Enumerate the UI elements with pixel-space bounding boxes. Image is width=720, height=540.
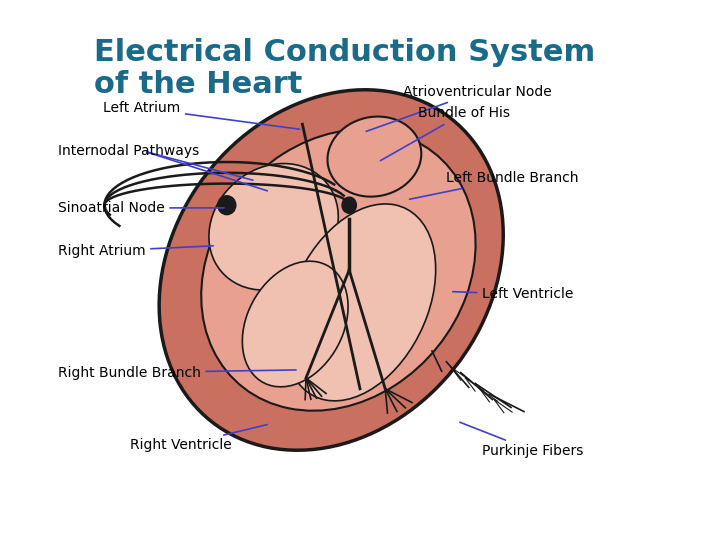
- Ellipse shape: [284, 204, 436, 401]
- Text: Sinoatrial Node: Sinoatrial Node: [58, 201, 224, 215]
- Text: Atrioventricular Node: Atrioventricular Node: [366, 85, 552, 131]
- Ellipse shape: [201, 129, 476, 411]
- Text: Right Atrium: Right Atrium: [58, 244, 213, 258]
- Text: Right Bundle Branch: Right Bundle Branch: [58, 366, 296, 380]
- Text: Right Ventricle: Right Ventricle: [130, 424, 267, 453]
- Ellipse shape: [243, 261, 348, 387]
- Text: Internodal Pathways: Internodal Pathways: [58, 144, 199, 158]
- Text: Left Bundle Branch: Left Bundle Branch: [410, 171, 579, 199]
- Text: Bundle of His: Bundle of His: [380, 106, 510, 160]
- Ellipse shape: [209, 164, 338, 290]
- Text: Left Ventricle: Left Ventricle: [453, 287, 574, 301]
- Text: Electrical Conduction System: Electrical Conduction System: [94, 38, 595, 67]
- Ellipse shape: [218, 195, 236, 214]
- Ellipse shape: [159, 90, 503, 450]
- Text: of the Heart: of the Heart: [94, 70, 302, 99]
- Text: Purkinje Fibers: Purkinje Fibers: [460, 422, 584, 458]
- Ellipse shape: [342, 197, 356, 213]
- Ellipse shape: [328, 117, 421, 197]
- Text: Left Atrium: Left Atrium: [103, 101, 300, 129]
